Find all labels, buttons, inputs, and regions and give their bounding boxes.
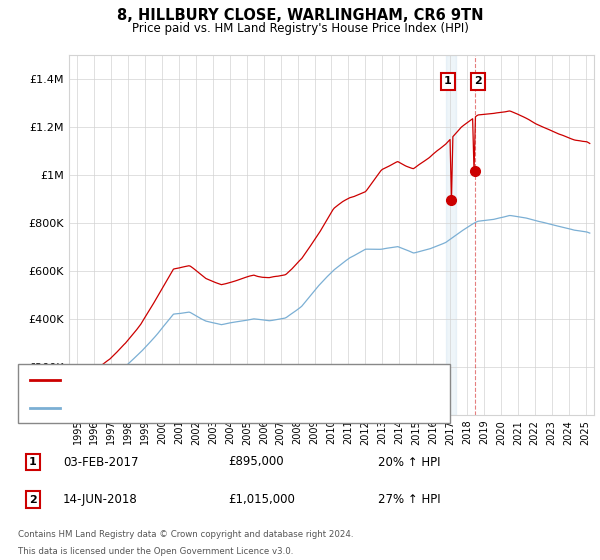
Text: HPI: Average price, detached house, Tandridge: HPI: Average price, detached house, Tand… bbox=[66, 403, 310, 413]
Text: Price paid vs. HM Land Registry's House Price Index (HPI): Price paid vs. HM Land Registry's House … bbox=[131, 22, 469, 35]
Text: Contains HM Land Registry data © Crown copyright and database right 2024.: Contains HM Land Registry data © Crown c… bbox=[18, 530, 353, 539]
Text: This data is licensed under the Open Government Licence v3.0.: This data is licensed under the Open Gov… bbox=[18, 547, 293, 556]
Text: £895,000: £895,000 bbox=[228, 455, 284, 469]
Text: £1,015,000: £1,015,000 bbox=[228, 493, 295, 506]
Text: 1: 1 bbox=[29, 457, 37, 467]
Bar bbox=[446, 55, 457, 415]
Text: 1: 1 bbox=[444, 76, 452, 86]
Text: 8, HILLBURY CLOSE, WARLINGHAM, CR6 9TN (detached house): 8, HILLBURY CLOSE, WARLINGHAM, CR6 9TN (… bbox=[66, 375, 392, 385]
Text: 14-JUN-2018: 14-JUN-2018 bbox=[63, 493, 138, 506]
Text: 20% ↑ HPI: 20% ↑ HPI bbox=[378, 455, 440, 469]
Text: 2: 2 bbox=[29, 494, 37, 505]
Text: 2: 2 bbox=[474, 76, 482, 86]
Text: 8, HILLBURY CLOSE, WARLINGHAM, CR6 9TN: 8, HILLBURY CLOSE, WARLINGHAM, CR6 9TN bbox=[117, 8, 483, 24]
Text: 03-FEB-2017: 03-FEB-2017 bbox=[63, 455, 139, 469]
Text: 27% ↑ HPI: 27% ↑ HPI bbox=[378, 493, 440, 506]
